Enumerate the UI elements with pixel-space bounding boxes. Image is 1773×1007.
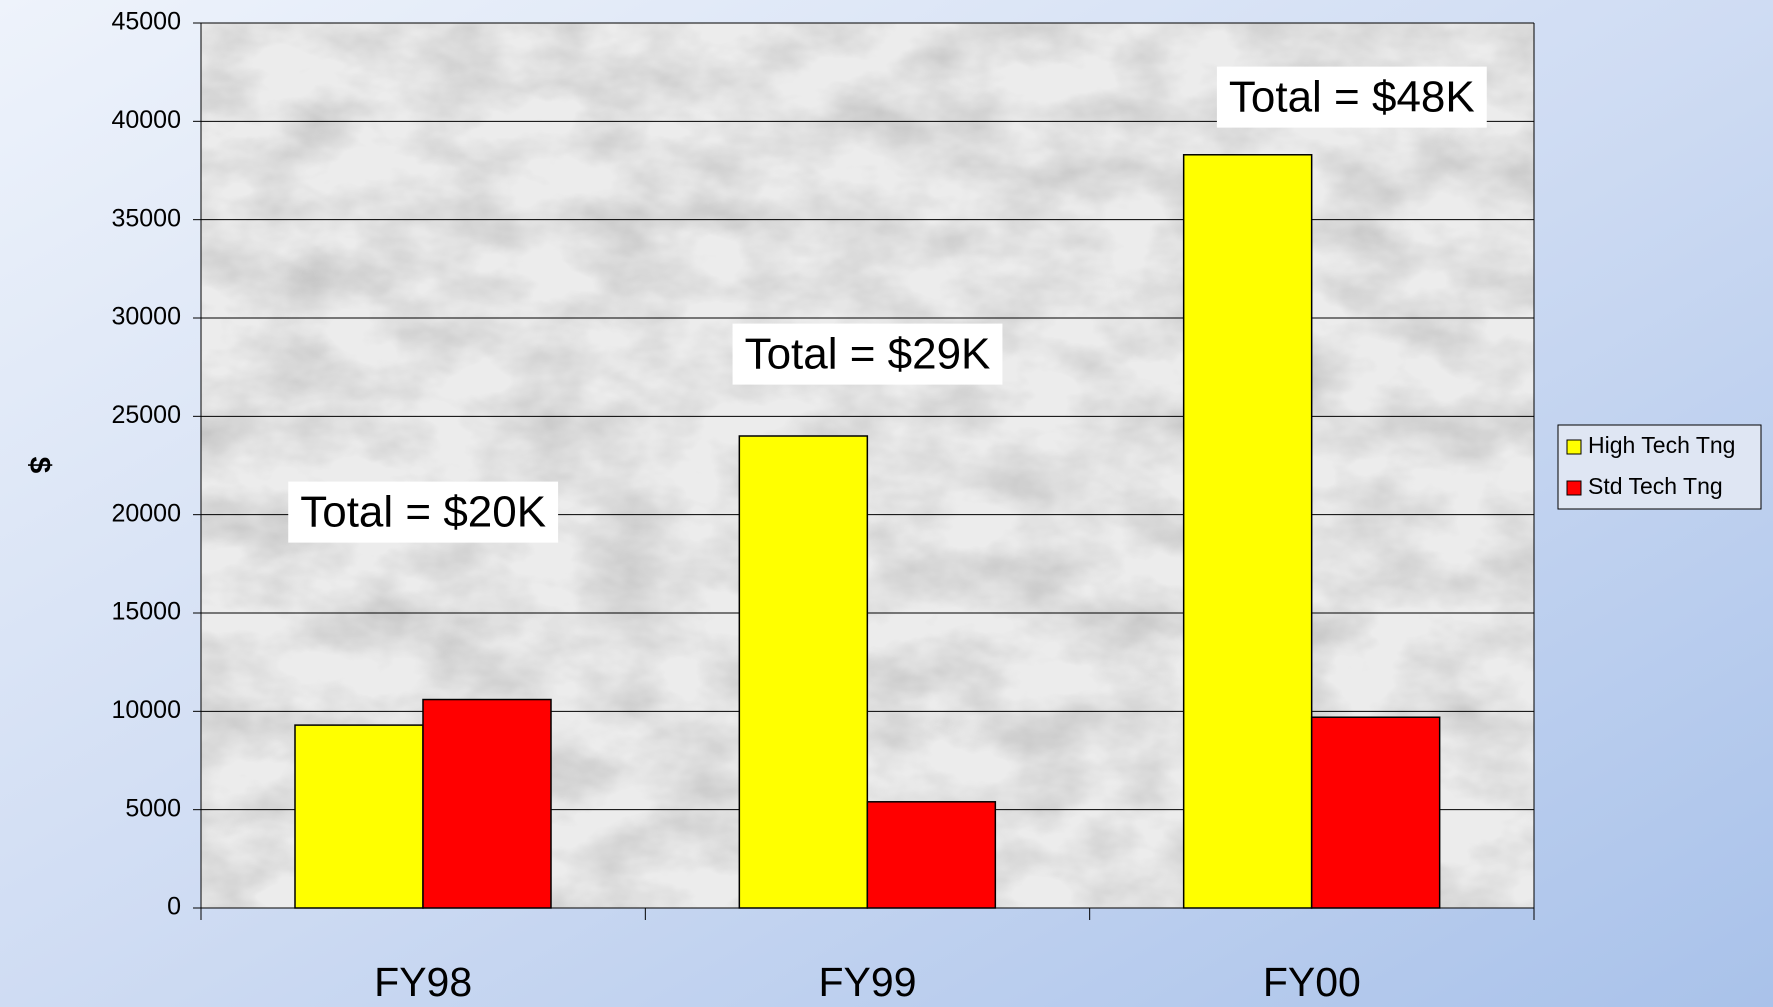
y-tick-label: 40000 xyxy=(111,106,181,134)
annotation: Total = $48K xyxy=(1229,73,1475,122)
bar xyxy=(738,435,869,909)
x-tick-label: FY99 xyxy=(819,959,917,1005)
legend-label: Std Tech Tng xyxy=(1588,473,1723,499)
legend-box xyxy=(1557,424,1762,510)
x-tick-label: FY98 xyxy=(374,959,472,1005)
x-tick-label: FY00 xyxy=(1263,959,1361,1005)
bar xyxy=(294,724,424,909)
y-tick-label: 20000 xyxy=(111,499,181,527)
y-tick-label: 10000 xyxy=(111,696,181,724)
bar xyxy=(1310,716,1441,909)
y-axis-label: $ xyxy=(23,457,56,474)
annotation-box xyxy=(1216,66,1487,128)
legend-label: High Tech Tng xyxy=(1588,432,1735,458)
annotation: Total = $20K xyxy=(300,488,546,537)
y-tick-label: 5000 xyxy=(125,794,181,822)
annotation-box xyxy=(732,323,1003,385)
y-tick-label: 25000 xyxy=(111,401,181,429)
y-tick-label: 0 xyxy=(167,893,181,921)
annotation: Total = $29K xyxy=(745,330,991,379)
y-tick-label: 45000 xyxy=(111,8,181,36)
bar xyxy=(1182,154,1313,909)
legend-swatch xyxy=(1566,439,1582,455)
y-tick-label: 15000 xyxy=(111,598,181,626)
y-tick-label: 30000 xyxy=(111,303,181,331)
legend-swatch xyxy=(1566,480,1582,496)
bar xyxy=(422,698,552,909)
y-tick-label: 35000 xyxy=(111,204,181,232)
bar xyxy=(866,801,997,909)
annotation-box xyxy=(288,481,559,543)
